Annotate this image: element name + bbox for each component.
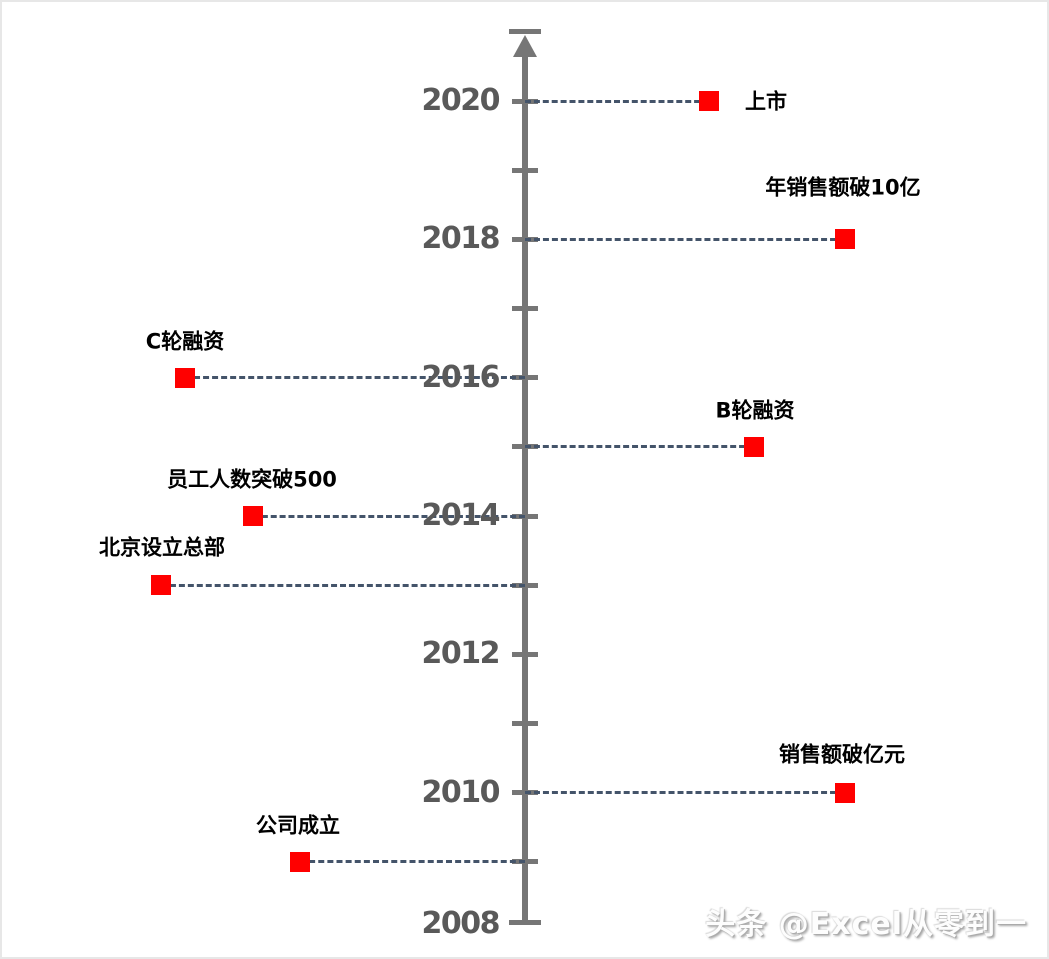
event-connector-2020 [525, 99, 709, 103]
axis-year-label-2014: 2014 [421, 498, 501, 534]
axis-year-label-2012: 2012 [421, 636, 501, 672]
axis-tick-2017 [512, 306, 538, 311]
axis-top-cap [509, 29, 541, 34]
event-marker-2014 [243, 506, 263, 527]
axis-tick-2019 [512, 167, 538, 173]
axis-year-label-2016: 2016 [421, 359, 501, 395]
event-connector-2018 [525, 237, 845, 241]
event-marker-2020 [699, 91, 719, 111]
axis-year-label-2010: 2010 [421, 774, 501, 810]
axis-year-label-2018: 2018 [421, 221, 501, 257]
axis-bottom-cap [509, 920, 541, 925]
event-marker-2009 [290, 851, 310, 872]
event-label-2014: 员工人数突破500 [167, 467, 337, 492]
event-connector-2013 [161, 583, 525, 587]
event-label-2009: 公司成立 [256, 813, 340, 838]
event-connector-2009 [300, 860, 525, 864]
axis-tick-2011 [512, 721, 538, 727]
event-label-2010: 销售额破亿元 [779, 742, 905, 767]
event-connector-2016 [185, 376, 525, 380]
event-connector-2015 [525, 445, 754, 449]
event-connector-2014 [253, 514, 525, 518]
axis-tick-2016 [512, 375, 538, 381]
axis-tick-2014 [512, 513, 538, 519]
axis-tick-2013 [512, 582, 538, 588]
event-marker-2013 [151, 575, 171, 596]
event-label-2018: 年销售额破10亿 [765, 175, 921, 200]
axis-year-label-2020: 2020 [421, 83, 501, 118]
event-connector-2010 [525, 791, 845, 795]
axis-arrow-up-icon [513, 35, 537, 57]
event-label-2015: B轮融资 [715, 398, 795, 423]
watermark: 头条 @Excel从零到一 [705, 907, 1027, 942]
event-marker-2010 [835, 782, 855, 803]
event-marker-2016 [175, 367, 195, 388]
axis-tick-2012 [512, 651, 538, 657]
axis-tick-2009 [512, 859, 538, 865]
event-label-2016: C轮融资 [145, 329, 225, 354]
axis-line [522, 50, 528, 922]
axis-year-label-2008: 2008 [421, 906, 501, 941]
event-marker-2015 [744, 436, 764, 457]
event-label-2013: 北京设立总部 [99, 535, 225, 560]
event-label-2020: 上市 [745, 89, 787, 114]
event-marker-2018 [835, 229, 855, 250]
